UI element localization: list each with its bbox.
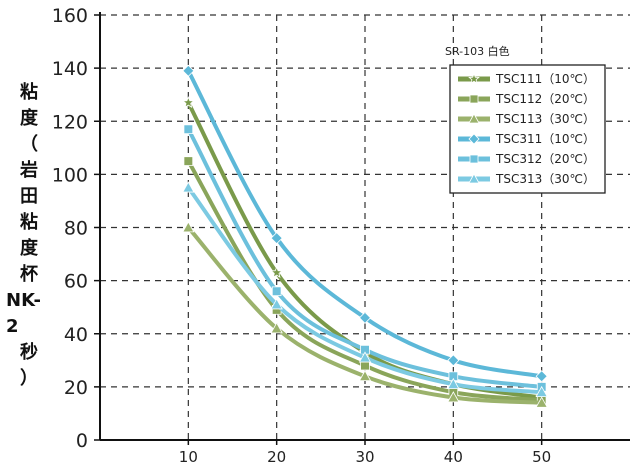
legend: TSC111（10℃） TSC112（20℃） TSC113（30℃） TSC311（… <box>450 65 605 193</box>
y-tick-labels: 0 20 40 60 80 100 120 140 160 <box>52 5 100 452</box>
x-tick-labels: 10 20 30 40 50 <box>179 440 551 463</box>
y-tick-label-3: 60 <box>64 271 88 293</box>
y-axis-label-part-10: ） <box>20 366 38 392</box>
legend-label-1: TSC112（20℃） <box>495 92 595 106</box>
y-axis-label-part-6: 度 <box>20 236 38 262</box>
y-tick-label-0: 0 <box>76 430 88 452</box>
y-tick-label-7: 140 <box>52 58 88 80</box>
legend-marker-1 <box>470 95 478 103</box>
x-tick-label-4: 50 <box>532 448 551 463</box>
x-tick-label-0: 10 <box>179 448 198 463</box>
y-tick-label-4: 80 <box>64 218 88 240</box>
y-axis-label-part-4: 田 <box>20 184 38 210</box>
y-tick-label-6: 120 <box>52 111 88 133</box>
x-tick-label-3: 40 <box>444 448 463 463</box>
x-tick-label-1: 20 <box>267 448 286 463</box>
legend-label-0: TSC111（10℃） <box>495 72 595 86</box>
legend-label-5: TSC313（30℃） <box>495 172 595 186</box>
series-5-point-0 <box>183 182 194 192</box>
legend-label-2: TSC113（30℃） <box>495 112 595 126</box>
legend-label-4: TSC312（20℃） <box>495 152 595 166</box>
y-tick-label-8: 160 <box>52 5 88 27</box>
y-axis-label: 粘度（岩田粘度杯 NK-2 秒） <box>6 80 52 392</box>
y-axis-label-part-3: 岩 <box>20 158 38 184</box>
legend-label-3: TSC311（10℃） <box>495 132 595 146</box>
y-tick-label-1: 20 <box>64 377 88 399</box>
series-3-point-4 <box>536 371 547 382</box>
series-1-point-0 <box>184 157 193 166</box>
series-4-point-0 <box>184 125 193 134</box>
y-tick-label-2: 40 <box>64 324 88 346</box>
y-axis-label-part-2: （ <box>20 132 38 158</box>
legend-marker-4 <box>470 155 478 163</box>
series-3-point-3 <box>448 355 459 366</box>
y-axis-label-part-9: 秒 <box>20 340 38 366</box>
chart-title: SR-103 白色 <box>445 44 510 58</box>
y-axis-label-part-7: 杯 <box>20 262 38 288</box>
y-tick-label-5: 100 <box>52 164 88 186</box>
y-axis-label-part-1: 度 <box>20 106 38 132</box>
y-axis-label-part-5: 粘 <box>20 210 38 236</box>
series-1-point-2 <box>361 361 370 370</box>
series-4-point-1 <box>272 287 281 296</box>
x-tick-label-2: 30 <box>355 448 374 463</box>
y-axis-label-part-0: 粘 <box>20 80 38 106</box>
y-axis-label-part-8: NK-2 <box>6 288 52 340</box>
